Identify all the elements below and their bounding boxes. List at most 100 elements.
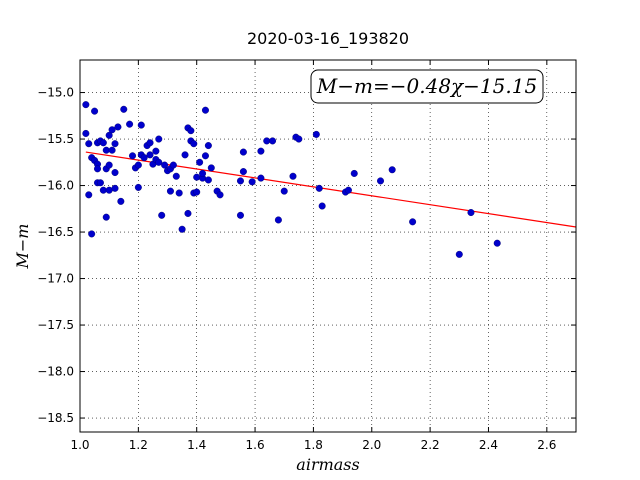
data-point (146, 139, 154, 147)
data-point (129, 152, 137, 160)
data-point (155, 135, 163, 143)
y-tick-label: −16.0 (37, 179, 74, 193)
data-point (181, 151, 189, 159)
data-point (120, 105, 128, 113)
data-point (111, 169, 119, 177)
data-point (134, 183, 142, 191)
data-point (257, 174, 265, 182)
data-point (263, 137, 271, 145)
data-point (193, 188, 201, 196)
data-point (108, 146, 116, 154)
data-point (377, 177, 385, 185)
data-point (236, 211, 244, 219)
data-point (82, 129, 90, 137)
data-point (193, 173, 201, 181)
data-point (280, 187, 288, 195)
data-point (169, 161, 177, 169)
y-axis-label: M−m (13, 224, 32, 270)
equation-box-border (310, 69, 544, 104)
plot-area (80, 60, 576, 432)
data-point (102, 213, 110, 221)
data-point (114, 123, 122, 131)
data-point (146, 151, 154, 159)
data-point (196, 158, 204, 166)
data-point (152, 147, 160, 155)
data-point (134, 161, 142, 169)
x-axis-label: airmass (296, 455, 359, 474)
y-tick-label: −17.5 (37, 318, 74, 332)
x-tick-label: 2.6 (537, 438, 556, 452)
data-point (199, 169, 207, 177)
x-axis-ticks: 1.0 1.2 1.4 1.6 1.8 2.0 2.2 2.4 2.6 (70, 60, 556, 452)
x-tick-label: 1.0 (70, 438, 89, 452)
data-point (140, 154, 148, 162)
data-point (248, 178, 256, 186)
plot-frame (79, 59, 577, 433)
data-point (344, 186, 352, 194)
data-point (105, 131, 113, 139)
data-point (201, 152, 209, 160)
data-point (409, 218, 417, 226)
data-point (187, 127, 195, 135)
data-point (172, 172, 180, 180)
data-point (178, 225, 186, 233)
data-point (82, 101, 90, 109)
data-point (166, 187, 174, 195)
data-point (85, 140, 93, 148)
data-point (137, 121, 145, 129)
data-point (216, 191, 224, 199)
data-point (350, 169, 358, 177)
data-point (91, 107, 99, 115)
data-point (85, 191, 93, 199)
y-tick-label: −18.0 (37, 365, 74, 379)
x-tick-label: 2.4 (479, 438, 498, 452)
data-point (388, 166, 396, 174)
y-axis-ticks: −15.0 −15.5 −16.0 −16.5 −17.0 −17.5 −18.0 −18.5 (37, 86, 576, 425)
data-point (158, 211, 166, 219)
data-point (94, 165, 102, 173)
data-points-series (82, 101, 501, 258)
data-point (126, 120, 134, 128)
data-point (105, 186, 113, 194)
data-point (190, 140, 198, 148)
data-point (257, 147, 265, 155)
data-point (455, 250, 463, 258)
y-tick-label: −15.0 (37, 86, 74, 100)
x-tick-label: 1.2 (129, 438, 148, 452)
data-point (315, 184, 323, 192)
y-tick-label: −15.5 (37, 132, 74, 146)
data-point (204, 142, 212, 150)
data-point (239, 148, 247, 156)
data-point (184, 209, 192, 217)
data-point (88, 230, 96, 238)
x-tick-label: 1.8 (304, 438, 323, 452)
data-point (201, 106, 209, 114)
data-point (102, 146, 110, 154)
data-point (318, 202, 326, 210)
data-point (493, 239, 501, 247)
data-point (111, 184, 119, 192)
y-tick-label: −17.0 (37, 272, 74, 286)
x-tick-label: 2.0 (362, 438, 381, 452)
data-point (175, 189, 183, 197)
data-point (269, 137, 277, 145)
data-point (236, 177, 244, 185)
data-point (161, 161, 169, 169)
fit-equation: M−m=−0.48χ−15.15 (316, 74, 537, 98)
data-point (239, 168, 247, 176)
data-point (207, 164, 215, 172)
data-point (99, 139, 107, 147)
data-point (105, 161, 113, 169)
data-point (108, 126, 116, 134)
data-point (289, 172, 297, 180)
x-tick-label: 2.2 (421, 438, 440, 452)
data-point (295, 135, 303, 143)
fit-equation-box: M−m=−0.48χ−15.15 (310, 69, 544, 104)
data-point (99, 186, 107, 194)
data-point (274, 216, 282, 224)
data-point (155, 158, 163, 166)
y-tick-label: −16.5 (37, 225, 74, 239)
y-tick-label: −18.5 (37, 411, 74, 425)
x-tick-label: 1.6 (246, 438, 265, 452)
chart-title: 2020-03-16_193820 (247, 29, 409, 49)
